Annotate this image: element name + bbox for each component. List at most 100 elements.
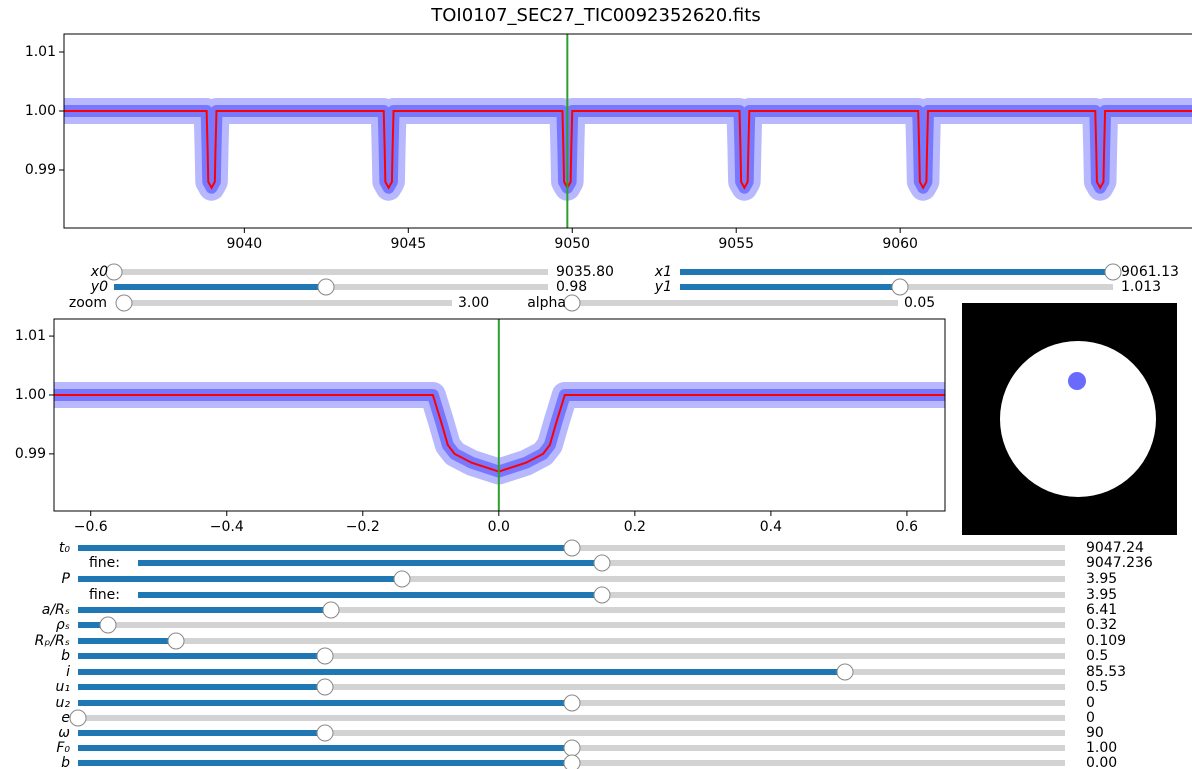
slider-label: zoom	[69, 295, 107, 311]
slider-value: 3.95	[1086, 571, 1117, 587]
slider-handle[interactable]	[316, 647, 334, 665]
slider-value: 1.00	[1086, 740, 1117, 756]
slider-label: y0	[90, 279, 108, 295]
x-tick-label: 0.2	[624, 519, 646, 535]
slider-value: 0.32	[1086, 617, 1117, 633]
slider-track	[78, 730, 1065, 736]
figure-title: TOI0107_SEC27_TIC0092352620.fits	[430, 5, 760, 26]
x-tick-label: 9055	[718, 236, 754, 252]
slider-handle[interactable]	[563, 294, 581, 312]
x-tick-label: 9040	[227, 236, 263, 252]
slider-label: Rₚ/Rₛ	[35, 633, 70, 649]
slider-fill	[138, 592, 602, 598]
slider-handle[interactable]	[593, 586, 611, 604]
slider-handle[interactable]	[316, 678, 334, 696]
x-tick-label: 9050	[554, 236, 590, 252]
slider-fill	[78, 684, 325, 690]
slider-value: 9047.236	[1086, 555, 1153, 571]
slider-handle[interactable]	[317, 278, 335, 296]
slider-label: i	[66, 664, 70, 680]
plot-area	[54, 319, 945, 511]
x-tick-label: 0.0	[488, 519, 510, 535]
y-tick-label: 0.99	[15, 446, 46, 462]
slider-track	[78, 715, 1065, 721]
slider-value: 90	[1086, 725, 1104, 741]
slider-value: 3.95	[1086, 587, 1117, 603]
slider-handle[interactable]	[563, 754, 581, 769]
slider-handle[interactable]	[115, 294, 133, 312]
y-tick-label: 1.01	[25, 44, 56, 60]
slider-label: y1	[654, 279, 672, 295]
slider-value: 6.41	[1086, 602, 1117, 618]
slider-handle[interactable]	[105, 263, 123, 281]
y-tick-label: 1.01	[15, 328, 46, 344]
slider-handle[interactable]	[593, 554, 611, 572]
slider-label: P	[62, 571, 71, 587]
slider-track	[78, 576, 1065, 582]
slider-fill	[78, 653, 325, 659]
x-tick-label: 0.6	[896, 519, 918, 535]
slider-handle[interactable]	[99, 616, 117, 634]
slider-label: ρₛ	[56, 617, 70, 633]
x-tick-label: 0.4	[760, 519, 782, 535]
slider-value: 85.53	[1086, 664, 1126, 680]
slider-handle[interactable]	[69, 709, 87, 727]
slider-handle[interactable]	[891, 278, 909, 296]
slider-label: fine:	[89, 587, 120, 603]
slider-handle[interactable]	[1104, 263, 1122, 281]
slider-label: F₀	[56, 740, 70, 756]
slider-value: 9061.13	[1121, 264, 1179, 280]
slider-value: 0	[1086, 710, 1095, 726]
planet-disk	[1068, 372, 1086, 390]
slider-value: 0.98	[556, 279, 587, 295]
slider-fill	[78, 745, 572, 751]
slider-handle[interactable]	[322, 601, 340, 619]
star-disk	[1000, 341, 1156, 497]
slider-handle[interactable]	[563, 739, 581, 757]
slider-handle[interactable]	[563, 539, 581, 557]
slider-value: 9047.24	[1086, 540, 1144, 556]
x-tick-label: −0.6	[74, 519, 108, 535]
slider-handle[interactable]	[167, 632, 185, 650]
slider-track	[78, 653, 1065, 659]
slider-value: 3.00	[458, 295, 489, 311]
slider-handle[interactable]	[836, 663, 854, 681]
slider-track	[114, 269, 548, 275]
slider-fill	[78, 622, 108, 628]
slider-label: ω	[58, 725, 70, 741]
slider-label: u₂	[56, 695, 71, 711]
model-line	[64, 110, 1192, 190]
slider-label: b	[61, 648, 70, 664]
slider-label: e	[61, 710, 70, 726]
slider-value: 1.013	[1121, 279, 1161, 295]
slider-label: t₀	[59, 540, 70, 556]
slider-track	[572, 300, 898, 306]
slider-label: b	[61, 755, 70, 769]
slider-fill	[78, 576, 402, 582]
x-tick-label: −0.2	[346, 519, 380, 535]
slider-fill	[114, 284, 326, 290]
slider-track	[78, 622, 1065, 628]
slider-handle[interactable]	[563, 694, 581, 712]
slider-fill	[78, 545, 572, 551]
slider-handle[interactable]	[393, 570, 411, 588]
slider-track	[124, 300, 452, 306]
flux-cloud	[64, 98, 1192, 201]
slider-track	[78, 638, 1065, 644]
slider-label: alpha	[527, 295, 566, 311]
slider-fill	[78, 638, 176, 644]
axes-frame	[63, 33, 1192, 229]
slider-label: x1	[654, 264, 672, 280]
slider-label: x0	[90, 264, 108, 280]
slider-value: 0.5	[1086, 648, 1108, 664]
x-tick-label: 9045	[390, 236, 426, 252]
axes-frame	[53, 318, 946, 512]
x-tick-label: −0.4	[210, 519, 244, 535]
slider-fill	[680, 269, 1113, 275]
slider-fill	[78, 669, 845, 675]
slider-value: 0.05	[904, 295, 935, 311]
slider-value: 0.109	[1086, 633, 1126, 649]
slider-handle[interactable]	[316, 724, 334, 742]
slider-fill	[78, 700, 572, 706]
